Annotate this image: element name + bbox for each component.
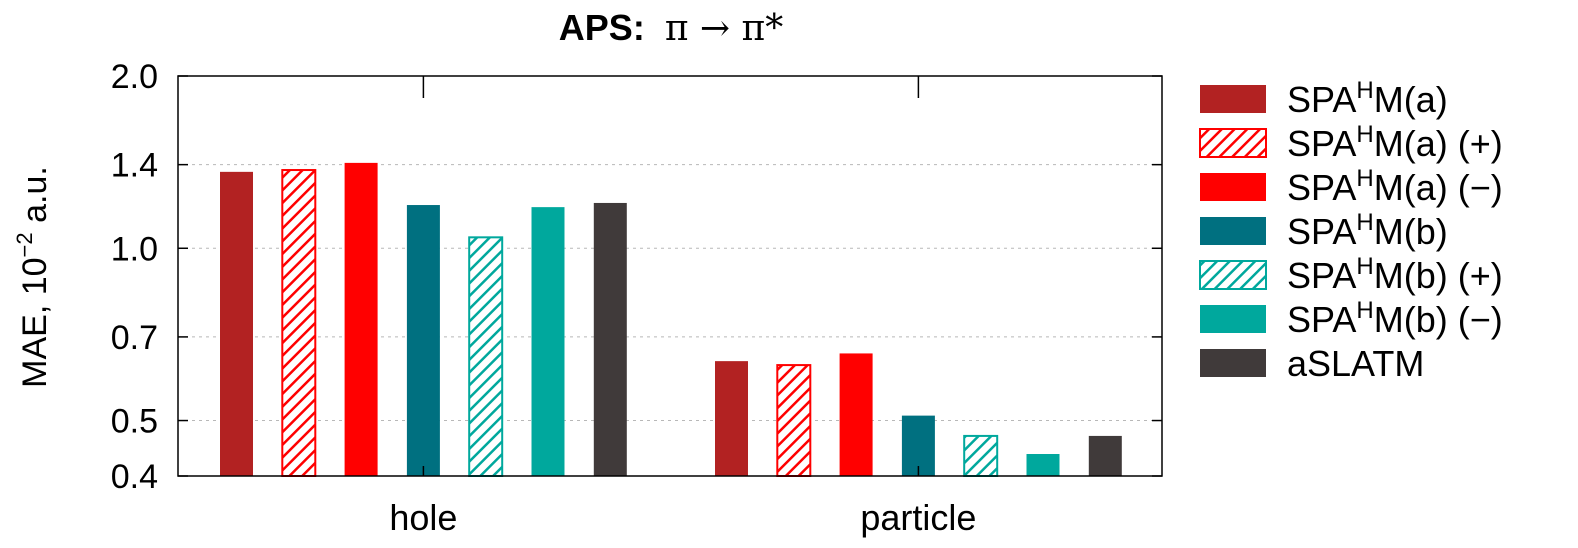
- bar: [344, 162, 378, 477]
- bar: [715, 361, 748, 476]
- bar: [963, 434, 999, 477]
- legend-label: SPAHM(b) (+): [1287, 253, 1503, 296]
- y-tick-label: 1.0: [111, 230, 158, 268]
- legend-swatch: [1200, 349, 1266, 377]
- y-tick-label: 0.5: [111, 403, 158, 441]
- legend-label: SPAHM(a) (−): [1287, 165, 1503, 208]
- y-axis-label-text: MAE, 10: [16, 257, 54, 387]
- chart-title-math: π → π*: [665, 8, 783, 49]
- gridlines: [178, 164, 1162, 422]
- bar: [468, 236, 504, 477]
- y-tick-label: 0.7: [111, 319, 158, 357]
- bar: [1088, 435, 1122, 476]
- chart-title: APS: π → π*: [559, 7, 783, 49]
- legend-swatch: [1199, 128, 1267, 158]
- legend-swatch: [1200, 305, 1266, 333]
- legend-swatch: [1200, 217, 1266, 245]
- x-category-label: particle: [860, 497, 976, 538]
- legend-swatch: [1199, 260, 1267, 290]
- y-axis-label-exponent: −2: [12, 232, 37, 257]
- plot-area-frame: [177, 75, 1163, 477]
- y-axis-label: MAE, 10−2 a.u.: [12, 166, 54, 388]
- y-tick-label: 1.4: [111, 147, 158, 185]
- bar: [406, 205, 440, 476]
- y-axis-ticks: 0.4 0.5 0.7 1.0 1.4 2.0: [111, 58, 1162, 496]
- legend-label: SPAHM(a) (+): [1287, 121, 1503, 164]
- bar: [220, 171, 253, 477]
- bar: [776, 364, 812, 477]
- x-category-label: hole: [389, 497, 457, 538]
- legend: SPAHM(a)SPAHM(a) (+)SPAHM(a) (−)SPAHM(b)…: [1199, 77, 1503, 384]
- bar: [281, 169, 317, 478]
- bars: [220, 162, 1122, 478]
- bar: [593, 202, 627, 476]
- legend-label: aSLATM: [1287, 343, 1424, 384]
- bar: [1026, 454, 1060, 476]
- legend-swatch: [1200, 173, 1266, 201]
- y-tick-label: 2.0: [111, 58, 158, 96]
- legend-label: SPAHM(a): [1287, 77, 1448, 120]
- bar: [531, 207, 565, 477]
- legend-label: SPAHM(b): [1287, 209, 1448, 252]
- legend-label: SPAHM(b) (−): [1287, 297, 1503, 340]
- y-tick-label: 0.4: [111, 458, 158, 496]
- y-axis-label-unit: a.u.: [16, 166, 54, 232]
- x-axis-categories: hole particle: [389, 76, 976, 538]
- bar: [839, 353, 873, 476]
- legend-swatch: [1200, 85, 1266, 113]
- chart-title-bold: APS:: [559, 7, 645, 48]
- bar: [901, 415, 935, 476]
